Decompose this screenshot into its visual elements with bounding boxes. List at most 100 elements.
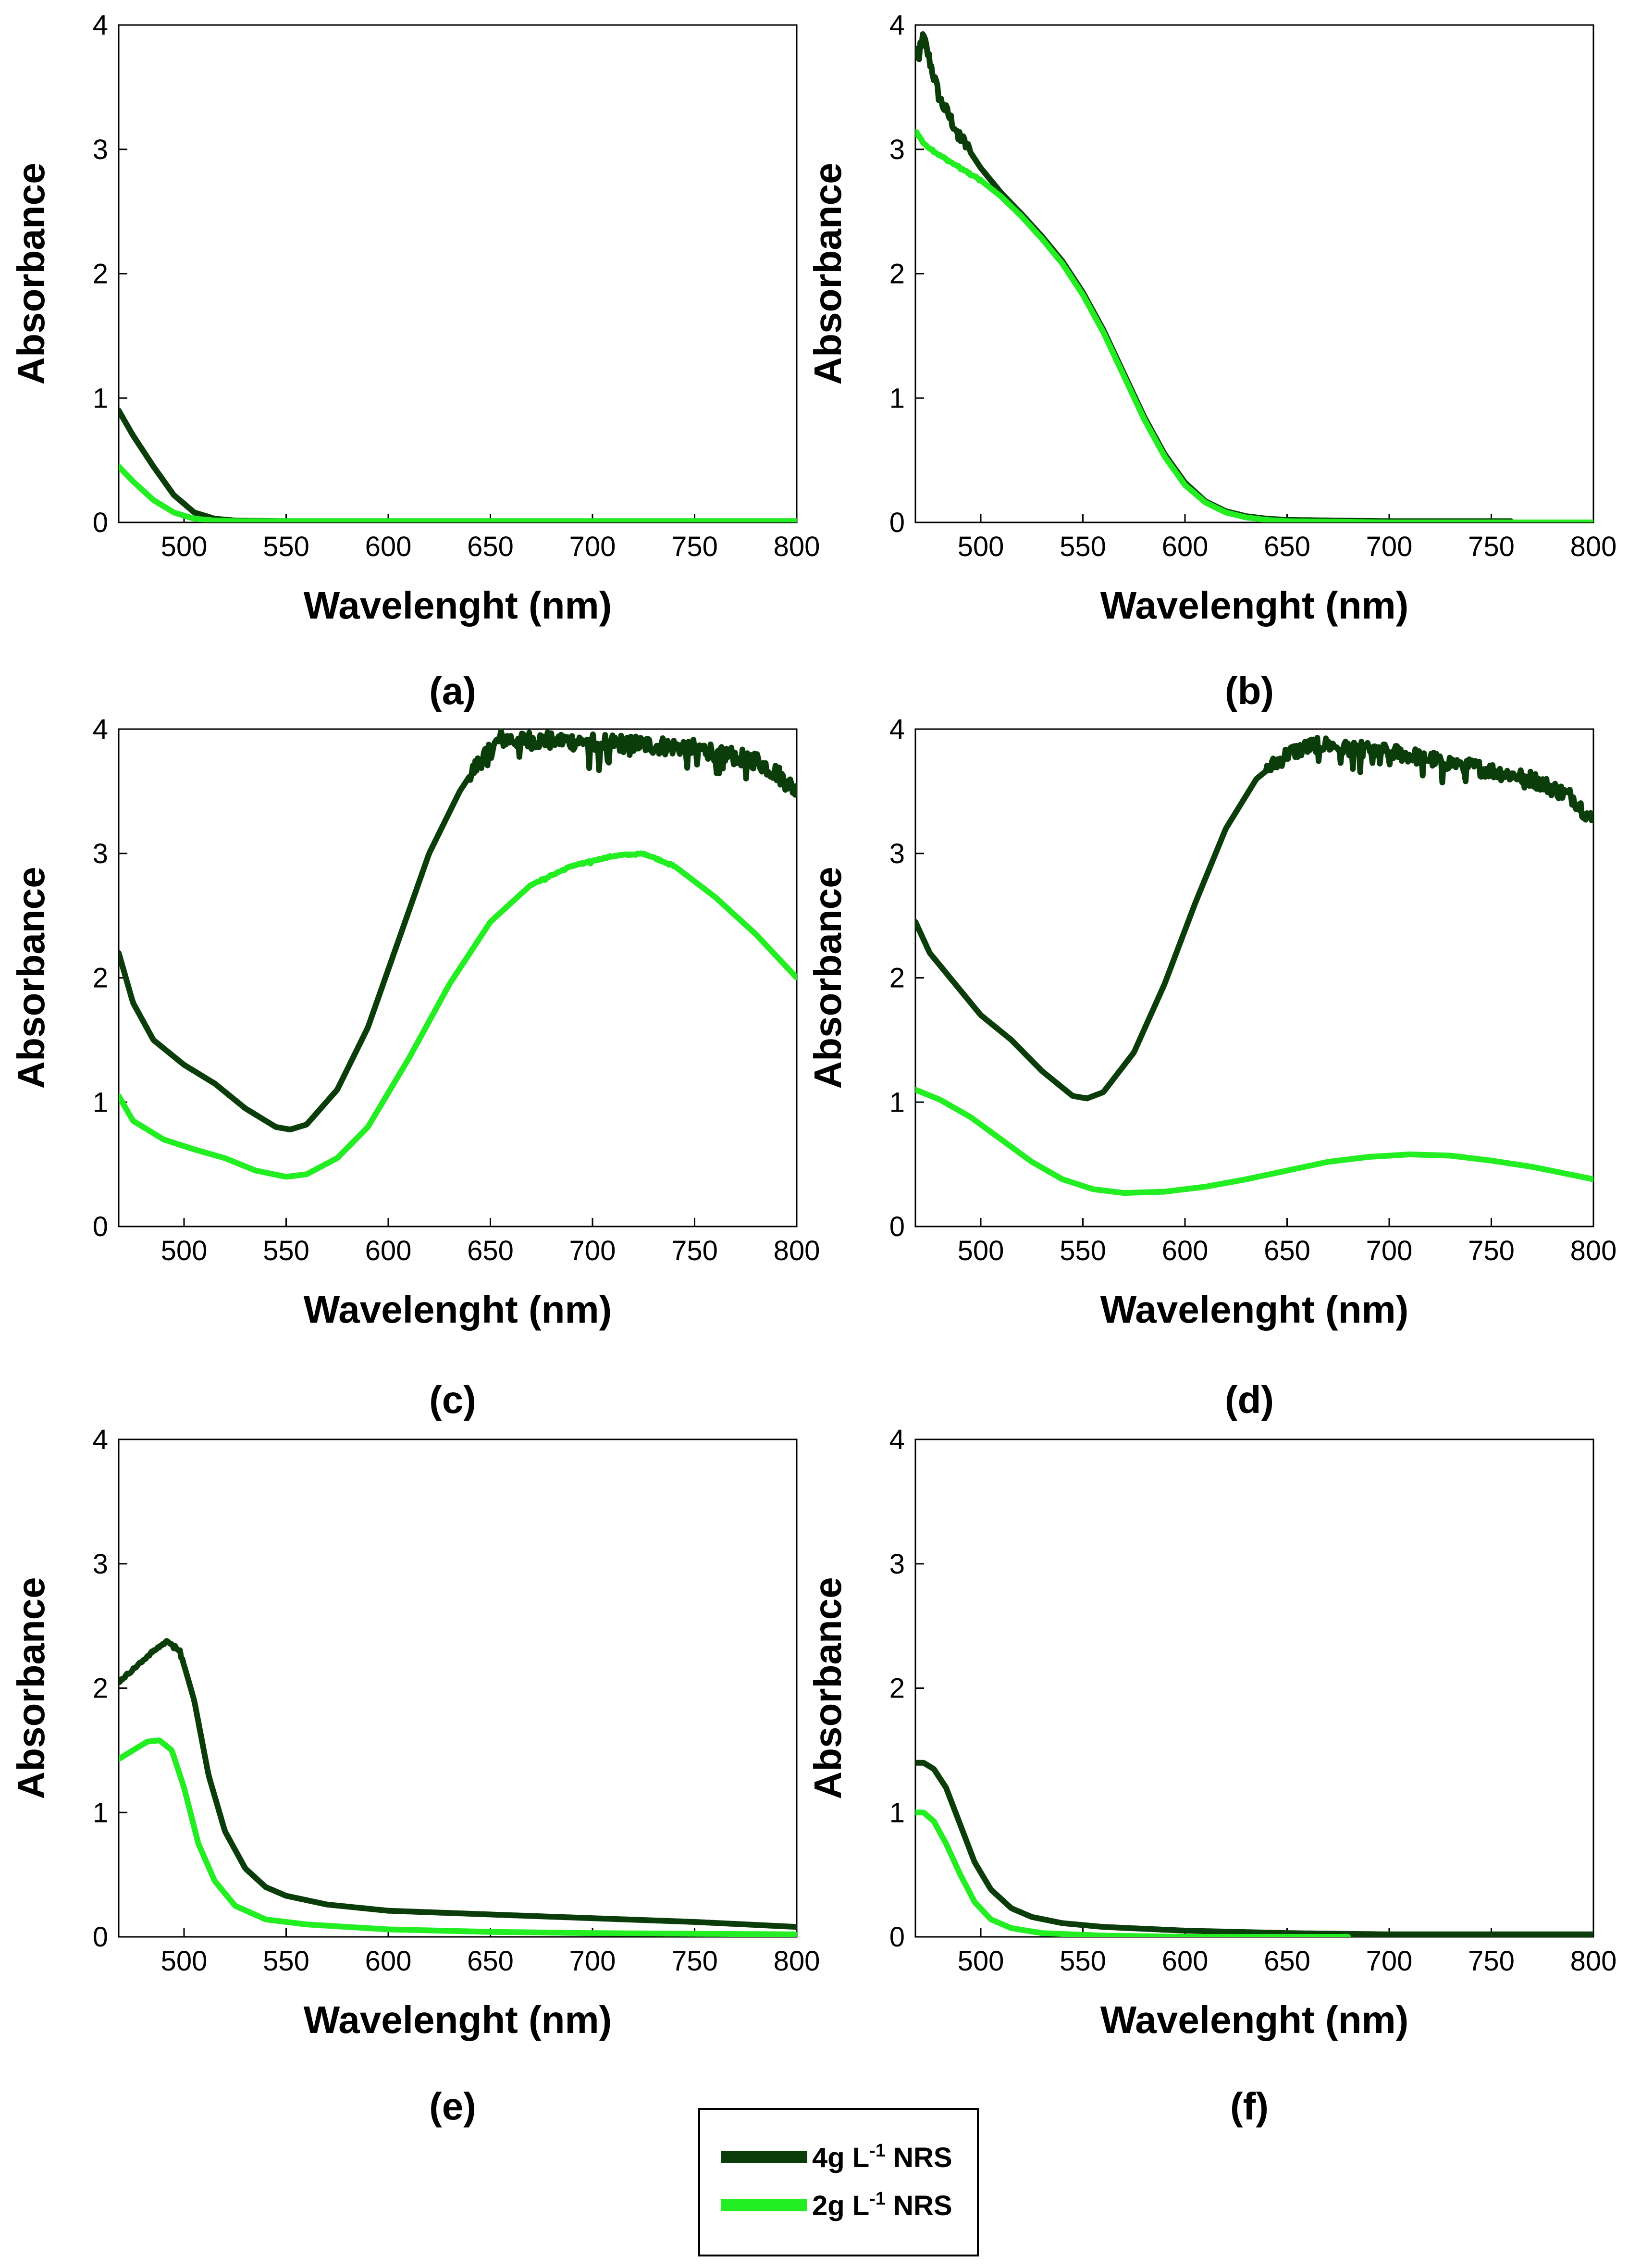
x-tick-label: 750 — [1468, 1235, 1515, 1266]
series-line-2g — [915, 1087, 1593, 1196]
y-tick-label: 1 — [93, 1087, 108, 1118]
x-tick-label: 550 — [263, 531, 309, 562]
x-tick-label: 800 — [774, 1946, 820, 1977]
x-tick-label: 650 — [467, 531, 514, 562]
x-tick-label: 650 — [467, 1235, 514, 1266]
x-tick-label: 550 — [1060, 1235, 1106, 1266]
series-line-4g — [915, 1760, 1593, 1937]
y-tick-label: 4 — [93, 10, 108, 41]
y-tick-label: 1 — [889, 383, 905, 414]
x-tick-label: 750 — [671, 531, 718, 562]
y-tick-label: 2 — [93, 259, 108, 290]
legend-label-4g: 4g L-1 NRS — [812, 2141, 952, 2173]
y-tick-label: 0 — [93, 1921, 108, 1953]
x-tick-label: 600 — [1162, 1946, 1209, 1977]
y-axis-title: Absorbance — [10, 867, 52, 1089]
y-tick-label: 0 — [889, 1921, 905, 1953]
y-tick-label: 4 — [93, 1424, 108, 1455]
x-tick-label: 650 — [1264, 1946, 1310, 1977]
x-tick-label: 750 — [1468, 1946, 1515, 1977]
series-line-4g — [915, 31, 1514, 522]
y-tick-label: 4 — [889, 714, 905, 745]
x-tick-label: 700 — [569, 1946, 616, 1977]
x-tick-label: 500 — [161, 1235, 208, 1266]
x-tick-label: 800 — [1570, 1235, 1617, 1266]
panel-f: 0 1 2 3 4 500 550 600 650 700 750 800 Wavelenght (nm… — [806, 1424, 1616, 2128]
series-line-4g — [119, 1638, 797, 1930]
plot-frame — [914, 1438, 1594, 1938]
y-axis-title: Absorbance — [806, 867, 849, 1089]
y-tick-label: 1 — [889, 1087, 905, 1118]
y-tick-label: 1 — [93, 1797, 108, 1828]
series-line-4g — [119, 408, 797, 522]
panel-label: (f) — [1230, 2085, 1269, 2128]
x-tick-label: 500 — [161, 531, 208, 562]
y-tick-label: 3 — [93, 838, 108, 869]
y-tick-label: 4 — [889, 1424, 905, 1455]
x-tick-label: 550 — [263, 1946, 309, 1977]
x-tick-label: 750 — [671, 1235, 718, 1266]
panel-label: (c) — [429, 1378, 476, 1421]
series-line-2g — [915, 1809, 1351, 1937]
y-tick-label: 0 — [889, 1211, 905, 1242]
panel-a: 0 1 2 3 4 500 550 600 650 700 750 800 Wavelenght (nm… — [10, 10, 820, 712]
y-tick-label: 0 — [93, 1211, 108, 1242]
x-tick-label: 750 — [671, 1946, 718, 1977]
y-axis-title: Absorbance — [806, 162, 849, 384]
panel-label: (e) — [429, 2085, 476, 2128]
x-tick-label: 550 — [1060, 531, 1106, 562]
x-tick-label: 750 — [1468, 531, 1515, 562]
panel-c: 0 1 2 3 4 500 550 600 650 700 750 800 Wavelenght (nm… — [10, 714, 820, 1421]
y-axis-title: Absorbance — [10, 1577, 52, 1799]
series-line-2g — [915, 128, 1593, 522]
x-tick-label: 600 — [1162, 531, 1209, 562]
y-tick-label: 4 — [93, 714, 108, 745]
x-tick-label: 800 — [1570, 531, 1617, 562]
y-tick-label: 3 — [889, 1549, 905, 1580]
y-tick-label: 2 — [889, 963, 905, 994]
x-axis-title: Wavelenght (nm) — [304, 584, 612, 627]
y-tick-label: 2 — [889, 1673, 905, 1704]
panel-label: (b) — [1225, 669, 1274, 712]
y-tick-label: 0 — [889, 507, 905, 538]
legend: 4g L-1 NRS 2g L-1 NRS — [698, 2108, 979, 2256]
y-tick-label: 0 — [93, 507, 108, 538]
y-tick-label: 2 — [889, 259, 905, 290]
x-axis-title: Wavelenght (nm) — [304, 1998, 612, 2041]
y-axis-title: Absorbance — [10, 162, 52, 384]
legend-label-2g: 2g L-1 NRS — [812, 2189, 952, 2221]
series-line-2g — [119, 850, 797, 1180]
x-tick-label: 600 — [365, 1946, 412, 1977]
y-axis-title: Absorbance — [806, 1577, 849, 1799]
y-tick-label: 2 — [93, 963, 108, 994]
panel-e: 0 1 2 3 4 500 550 600 650 700 750 800 Wavelenght (nm… — [10, 1424, 820, 2128]
plot-frame — [914, 24, 1594, 523]
x-tick-label: 800 — [774, 531, 820, 562]
x-axis-title: Wavelenght (nm) — [304, 1288, 612, 1331]
x-tick-label: 700 — [1366, 1235, 1413, 1266]
y-tick-label: 3 — [93, 134, 108, 165]
legend-box — [698, 2108, 979, 2256]
x-axis-title: Wavelenght (nm) — [1100, 1998, 1408, 2041]
x-tick-label: 650 — [1264, 1235, 1310, 1266]
x-tick-label: 800 — [1570, 1946, 1617, 1977]
x-tick-label: 500 — [958, 1235, 1004, 1266]
x-tick-label: 500 — [161, 1946, 208, 1977]
plot-frame — [118, 728, 798, 1227]
plot-frame — [118, 24, 798, 523]
series-line-2g — [119, 1737, 797, 1937]
x-tick-label: 600 — [365, 1235, 412, 1266]
y-tick-label: 2 — [93, 1673, 108, 1704]
x-tick-label: 550 — [1060, 1946, 1106, 1977]
x-tick-label: 600 — [1162, 1235, 1209, 1266]
x-tick-label: 700 — [569, 531, 616, 562]
y-tick-label: 3 — [889, 134, 905, 165]
y-tick-label: 1 — [93, 383, 108, 414]
x-axis-title: Wavelenght (nm) — [1100, 584, 1408, 627]
series-line-2g — [119, 463, 797, 522]
panel-d: 0 1 2 3 4 500 550 600 650 700 750 800 Wavelenght (nm… — [806, 714, 1616, 1421]
x-tick-label: 700 — [1366, 531, 1413, 562]
series-line-4g — [119, 728, 797, 1133]
plot-frame — [118, 1438, 798, 1938]
